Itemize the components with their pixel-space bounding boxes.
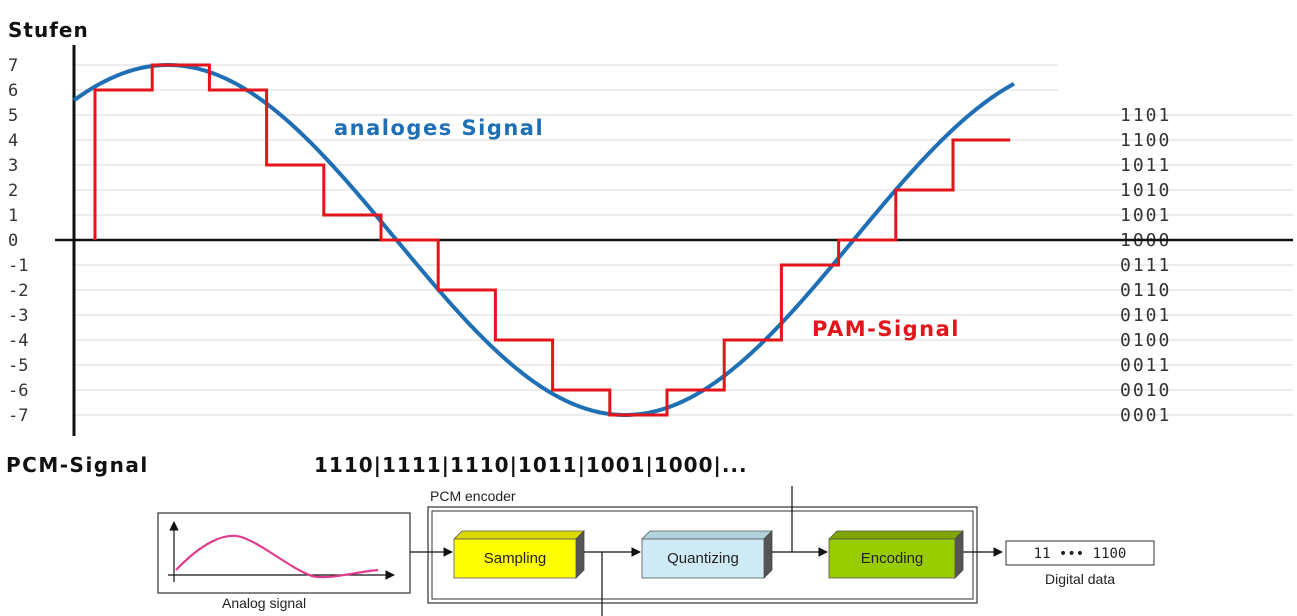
binary-code-label: 1001 (1120, 205, 1171, 226)
digital-data-caption: Digital data (1045, 571, 1115, 587)
y-tick-label: 2 (8, 181, 18, 201)
binary-code-labels: 1101110010111010100110000111011001010100… (1120, 105, 1171, 426)
y-tick-label: -1 (8, 256, 28, 276)
y-tick-label: -3 (8, 306, 28, 326)
analog-signal-label: analoges Signal (334, 116, 544, 140)
y-tick-label: 1 (8, 206, 18, 226)
binary-code-label: 0010 (1120, 380, 1171, 401)
y-tick-label: -6 (8, 381, 28, 401)
analog-signal-box (157, 512, 411, 594)
digital-data-code: 11 ••• 1100 (1034, 546, 1127, 562)
analog-signal-line (72, 62, 1015, 417)
analog-signal-caption: Analog signal (222, 595, 306, 611)
pam-signal-label: PAM-Signal (812, 317, 960, 341)
y-axis-title: Stufen (8, 18, 89, 42)
y-tick-label: 4 (8, 131, 18, 151)
pam-signal-line (93, 63, 1011, 417)
pcm-encoder-title: PCM encoder (430, 488, 516, 504)
binary-code-label: 0110 (1120, 280, 1171, 301)
encoding-label: Encoding (861, 550, 924, 567)
y-tick-label: 3 (8, 156, 18, 176)
y-tick-label: -5 (8, 356, 28, 376)
y-tick-label: 0 (8, 231, 18, 251)
encoding-block: Encoding (828, 530, 964, 579)
pcm-sequence: 1110|1111|1110|1011|1001|1000|... (314, 453, 748, 477)
y-tick-label: 7 (8, 56, 18, 76)
y-tick-label: 5 (8, 106, 18, 126)
binary-code-label: 1011 (1120, 155, 1171, 176)
y-tick-label: 6 (8, 81, 18, 101)
y-tick-label: -4 (8, 331, 28, 351)
quantizing-label: Quantizing (667, 550, 739, 567)
binary-code-label: 0111 (1120, 255, 1171, 276)
pcm-signal-label: PCM-Signal (6, 453, 149, 477)
binary-code-label: 1100 (1120, 130, 1171, 151)
digital-data-box (1005, 540, 1155, 566)
pcm-encoder-frame-inner (431, 510, 974, 600)
sampling-block: Sampling (453, 530, 585, 579)
binary-code-label: 0100 (1120, 330, 1171, 351)
binary-code-label: 1101 (1120, 105, 1171, 126)
sampling-label: Sampling (484, 550, 547, 567)
y-tick-labels: 7 6 5 4 3 2 1 0 -1 -2 -3 -4 -5 -6 -7 (8, 56, 28, 426)
y-tick-label: -7 (8, 406, 28, 426)
analog-waveform (175, 534, 379, 579)
binary-code-label: 0001 (1120, 405, 1171, 426)
y-tick-label: -2 (8, 281, 28, 301)
binary-code-label: 1010 (1120, 180, 1171, 201)
quantizing-block: Quantizing (641, 530, 773, 579)
binary-code-label: 0101 (1120, 305, 1171, 326)
binary-code-label: 0011 (1120, 355, 1171, 376)
